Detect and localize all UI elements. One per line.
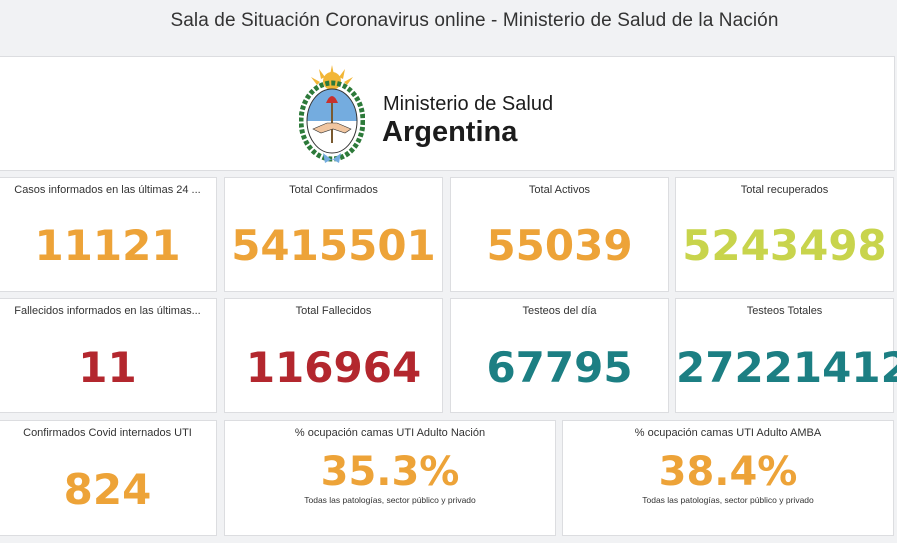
coat-of-arms-icon — [298, 63, 366, 170]
card-value: 67795 — [486, 343, 633, 392]
card-tests-day: Testeos del día 67795 — [450, 298, 669, 413]
ministry-logo-card: Ministerio de Salud Argentina — [0, 56, 895, 171]
card-value: 5243498 — [682, 221, 887, 270]
card-total-confirmed: Total Confirmados 5415501 — [224, 177, 443, 292]
card-value: 35.3% — [320, 449, 460, 495]
card-total-deaths: Total Fallecidos 116964 — [224, 298, 443, 413]
card-value: 11121 — [34, 221, 181, 270]
card-label: Casos informados en las últimas 24 ... — [14, 184, 201, 196]
card-cases-24h: Casos informados en las últimas 24 ... 1… — [0, 177, 217, 292]
card-value: 824 — [63, 465, 152, 514]
card-label: Fallecidos informados en las últimas... — [14, 305, 201, 317]
card-value: 27221412 — [676, 343, 897, 392]
card-value: 116964 — [245, 343, 422, 392]
card-icu-occupancy-nation: % ocupación camas UTI Adulto Nación 35.3… — [224, 420, 556, 536]
card-label: Total Confirmados — [289, 184, 378, 196]
card-total-recovered: Total recuperados 5243498 — [675, 177, 894, 292]
card-label: Confirmados Covid internados UTI — [23, 427, 192, 439]
card-icu-occupancy-amba: % ocupación camas UTI Adulto AMBA 38.4% … — [562, 420, 894, 536]
card-label: Testeos del día — [522, 305, 597, 317]
card-value: 11 — [78, 343, 137, 392]
card-label: % ocupación camas UTI Adulto AMBA — [634, 427, 822, 439]
card-value: 38.4% — [658, 449, 798, 495]
card-label: Total Activos — [528, 184, 591, 196]
card-value: 5415501 — [231, 221, 436, 270]
page-title: Sala de Situación Coronavirus online - M… — [170, 10, 779, 31]
country-name: Argentina — [382, 116, 518, 148]
card-total-tests: Testeos Totales 27221412 — [675, 298, 897, 413]
card-icu-covid: Confirmados Covid internados UTI 824 — [0, 420, 217, 536]
card-label: Total recuperados — [740, 184, 829, 196]
ministry-name: Ministerio de Salud — [383, 93, 554, 115]
card-label: Testeos Totales — [746, 305, 823, 317]
card-deaths-24h: Fallecidos informados en las últimas... … — [0, 298, 217, 413]
card-subtitle: Todas las patologías, sector público y p… — [304, 495, 476, 505]
card-subtitle: Todas las patologías, sector público y p… — [642, 495, 814, 505]
card-label: % ocupación camas UTI Adulto Nación — [294, 427, 486, 439]
card-label: Total Fallecidos — [295, 305, 372, 317]
card-total-active: Total Activos 55039 — [450, 177, 669, 292]
card-value: 55039 — [486, 221, 633, 270]
